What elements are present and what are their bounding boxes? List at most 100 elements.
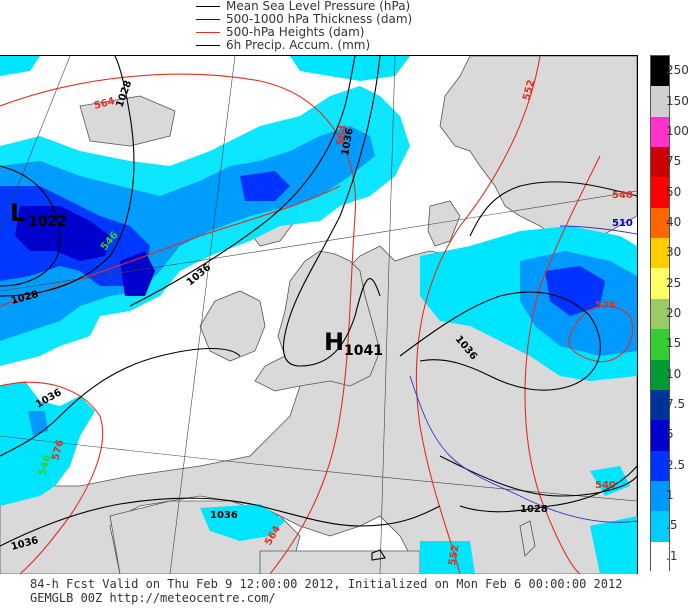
precip-core-dark [15, 206, 110, 261]
thickness-contour [409, 375, 637, 523]
msl-label: 1036 [340, 127, 356, 156]
grid-line [169, 56, 236, 574]
msl-contour [0, 165, 61, 287]
height-contour [0, 381, 104, 574]
colorbar-swatch [651, 420, 669, 452]
msl-contour [282, 56, 381, 367]
precip-biscay [200, 504, 285, 541]
grid-line [379, 56, 396, 574]
legend-label: 500-1000 hPa Thickness (dam) [226, 12, 413, 26]
colorbar-swatch [651, 207, 669, 239]
colorbar-swatch [651, 359, 669, 391]
msl-contour [439, 455, 637, 497]
colorbar-label: 250 [666, 63, 689, 78]
colorbar-swatch [651, 389, 669, 421]
precip-se [590, 466, 630, 496]
land-great-britain [254, 250, 381, 392]
precip-east-core [545, 266, 605, 316]
legend-label: 500-hPa Heights (dam) [226, 25, 365, 39]
thickness-label: 510 [612, 218, 633, 229]
height-contours [0, 56, 634, 574]
colorbar-swatch [651, 298, 669, 330]
msl-contours [0, 56, 637, 561]
msl-contour [0, 347, 241, 457]
forecast-valid-text: 84-h Fcst Valid on Thu Feb 9 12:00:00 20… [30, 577, 623, 591]
colorbar-label: 75 [666, 154, 682, 169]
legend-item-msl: Mean Sea Level Pressure (hPa) [196, 0, 411, 13]
colorbar-swatch [651, 147, 669, 179]
precip-n-top [290, 56, 410, 81]
colorbar-label: 50 [666, 184, 682, 199]
land-scandinavia [439, 56, 637, 247]
colorbar-swatch [651, 541, 669, 573]
thickness-label: 546 [37, 454, 53, 477]
precip-s [420, 541, 475, 574]
colorbar-label: 1 [666, 488, 674, 503]
height-contour [0, 73, 357, 574]
weather-map: L 1022 H 1041 1028 1036 1036 1028 1036 1… [0, 55, 638, 574]
map-footer: 84-h Fcst Valid on Thu Feb 9 12:00:00 20… [30, 577, 622, 605]
colorbar-label: 15 [666, 336, 682, 351]
msl-contour [399, 291, 601, 391]
height-label: 564 [93, 96, 116, 112]
precip-nw-corner [0, 56, 40, 76]
grid-line [0, 56, 71, 232]
latlon-grid [0, 56, 637, 574]
precip-s-east [590, 516, 637, 574]
height-label: 576 [50, 439, 66, 462]
low-center-letter: L [10, 199, 25, 227]
land-corsica [519, 520, 536, 557]
msl-contour [0, 497, 441, 547]
height-label: 564 [335, 124, 349, 147]
low-center-value: 1022 [28, 214, 67, 230]
legend-label: 6h Precip. Accum. (mm) [226, 38, 371, 52]
legend-item-precip: 6h Precip. Accum. (mm) [196, 38, 371, 52]
height-label: 528 [595, 300, 616, 311]
height-label: 540 [612, 190, 633, 201]
precip-sw-core [28, 411, 48, 436]
precip-colorbar [650, 55, 670, 573]
height-label: 552 [447, 544, 461, 567]
thickness-contours [409, 225, 637, 523]
map-legend: Mean Sea Level Pressure (hPa) 500-1000 h… [196, 0, 456, 56]
colorbar-swatch [651, 238, 669, 270]
colorbar-label: 150 [666, 93, 689, 108]
colorbar-swatch [651, 268, 669, 300]
colorbar-swatch [651, 177, 669, 209]
legend-item-thickness: 500-1000 hPa Thickness (dam) [196, 12, 413, 26]
weather-map-svg: L 1022 H 1041 1028 1036 1036 1028 1036 1… [0, 56, 637, 574]
height-contour [0, 185, 341, 307]
colorbar-label: .5 [666, 518, 678, 533]
msl-contour [129, 56, 356, 307]
colorbar-swatch [651, 480, 669, 512]
colorbar-swatch [651, 511, 669, 543]
msl-contour [371, 549, 386, 561]
msl-contour [459, 465, 637, 513]
precip-core-north [240, 171, 290, 201]
land-denmark [427, 200, 461, 247]
colorbar-label: 20 [666, 306, 682, 320]
high-center-letter: H [324, 328, 344, 356]
height-label: 540 [595, 480, 616, 491]
high-center-value: 1041 [344, 343, 383, 359]
colorbar-label: 100 [666, 123, 689, 138]
precip-sw [0, 381, 95, 506]
colorbar-label: 2.5 [666, 457, 686, 472]
height-contour [415, 56, 541, 574]
msl-label: 1028 [520, 504, 548, 515]
legend-label: Mean Sea Level Pressure (hPa) [226, 0, 411, 13]
thickness-contour [559, 225, 637, 235]
legend-line-black-icon [196, 44, 220, 46]
colorbar-label: 25 [666, 275, 682, 290]
height-contour [524, 155, 601, 574]
msl-label: 1036 [210, 510, 238, 521]
colorbar-label: .1 [666, 548, 678, 563]
colorbar-label: 40 [666, 214, 682, 229]
colorbar-label: 5 [666, 427, 674, 442]
msl-contour [469, 181, 637, 237]
grid-line [0, 435, 637, 502]
colorbar-swatch [651, 86, 669, 118]
height-label: 552 [521, 79, 537, 102]
legend-line-blue-icon [196, 18, 220, 20]
height-contour [568, 305, 634, 363]
